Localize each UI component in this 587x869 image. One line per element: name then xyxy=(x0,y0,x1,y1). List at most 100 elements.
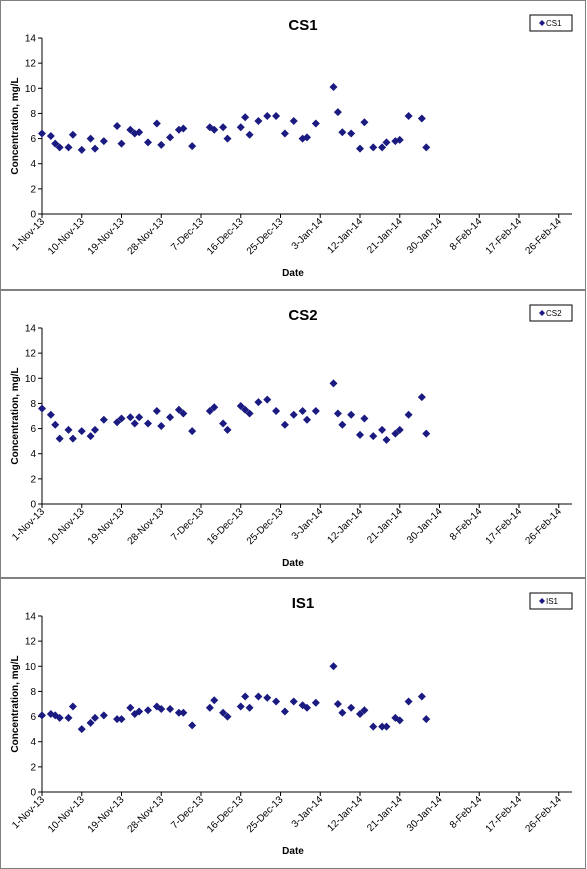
y-axis-label: Concentration, mg/L xyxy=(10,655,21,752)
data-point xyxy=(117,414,126,423)
data-point xyxy=(64,143,73,152)
x-tick-label: 17-Feb-14 xyxy=(484,216,525,257)
data-point xyxy=(126,703,135,712)
y-axis-label: Concentration, mg/L xyxy=(10,367,21,464)
data-point xyxy=(166,133,175,142)
data-point xyxy=(422,715,431,724)
data-point xyxy=(91,144,99,153)
y-tick-label: 6 xyxy=(30,134,36,145)
data-point xyxy=(210,696,219,705)
data-point xyxy=(303,133,311,142)
y-tick-label: 10 xyxy=(25,662,37,673)
data-point xyxy=(55,143,64,152)
data-point xyxy=(174,708,183,717)
x-tick-label: 17-Feb-14 xyxy=(484,794,525,835)
x-tick-label: 26-Feb-14 xyxy=(523,216,564,257)
data-point xyxy=(422,143,431,152)
data-point xyxy=(347,129,356,138)
x-tick-label: 12-Jan-14 xyxy=(326,506,366,546)
data-point xyxy=(113,715,122,724)
data-point xyxy=(205,703,214,712)
data-point xyxy=(254,398,263,407)
x-tick-label: 12-Jan-14 xyxy=(326,794,366,834)
data-point xyxy=(179,124,188,133)
data-point xyxy=(157,705,166,714)
y-axis-label: Concentration, mg/L xyxy=(10,77,21,174)
x-tick-label: 3-Jan-14 xyxy=(290,794,326,830)
data-point xyxy=(395,425,404,434)
data-point xyxy=(417,692,426,701)
chart-panel-cs2: CS2 0 2 4 6 8 10 12 14 1-Nov-13 10-Nov-13 19-Nov-13… xyxy=(0,290,586,578)
data-point xyxy=(369,143,378,152)
y-tick-label: 4 xyxy=(30,159,36,170)
x-tick-label: 30-Jan-14 xyxy=(405,216,445,256)
data-point xyxy=(356,430,364,439)
data-point xyxy=(311,698,320,707)
data-point xyxy=(245,130,254,139)
data-point xyxy=(77,427,86,436)
data-point xyxy=(356,144,364,153)
data-point xyxy=(360,706,369,715)
data-point xyxy=(280,129,289,138)
data-point xyxy=(188,721,197,730)
data-point xyxy=(333,700,342,708)
data-point xyxy=(338,128,347,137)
data-point xyxy=(272,406,281,415)
data-point xyxy=(303,703,311,712)
data-point xyxy=(166,413,175,422)
data-point xyxy=(126,413,135,422)
y-tick-label: 12 xyxy=(25,637,37,648)
x-tick-label: 10-Nov-13 xyxy=(46,216,87,257)
data-point xyxy=(223,134,232,143)
data-point xyxy=(179,708,188,717)
data-point xyxy=(417,393,426,402)
series-points xyxy=(38,379,431,444)
data-point xyxy=(223,425,232,434)
data-point xyxy=(55,434,64,443)
x-tick-label: 3-Jan-14 xyxy=(290,216,326,252)
data-point xyxy=(254,692,263,701)
data-point xyxy=(254,116,263,125)
legend-label: CS2 xyxy=(546,309,562,318)
data-point xyxy=(55,713,64,722)
legend: CS1 xyxy=(529,14,573,32)
x-tick-label: 28-Nov-13 xyxy=(126,794,167,835)
data-point xyxy=(404,697,413,706)
data-point xyxy=(38,711,46,720)
legend-box xyxy=(529,304,573,322)
y-tick-label: 0 xyxy=(30,210,36,221)
data-point xyxy=(68,702,77,711)
x-tick-label: 30-Jan-14 xyxy=(405,506,445,546)
x-tick-label: 25-Dec-13 xyxy=(245,794,286,835)
data-point xyxy=(360,118,369,127)
x-tick-label: 10-Nov-13 xyxy=(46,794,87,835)
x-tick-label: 19-Nov-13 xyxy=(86,506,127,547)
data-point xyxy=(404,410,413,419)
data-point xyxy=(382,722,391,731)
x-tick-label: 28-Nov-13 xyxy=(126,216,167,257)
series-points xyxy=(38,662,431,734)
x-axis-label: Date xyxy=(282,846,304,857)
y-tick-label: 6 xyxy=(30,424,36,435)
x-tick-label: 12-Jan-14 xyxy=(326,216,366,256)
y-tick-label: 2 xyxy=(30,474,36,485)
y-tick-label: 8 xyxy=(30,687,36,698)
data-point xyxy=(223,712,232,721)
x-tick-label: 28-Nov-13 xyxy=(126,506,167,547)
data-point xyxy=(289,697,298,706)
data-point xyxy=(174,405,183,414)
data-point xyxy=(144,419,152,428)
data-point xyxy=(144,706,152,715)
data-point xyxy=(113,122,122,130)
data-point xyxy=(38,129,46,138)
data-point xyxy=(338,708,347,717)
data-point xyxy=(272,697,281,706)
data-point xyxy=(64,713,73,722)
chart-svg: CS2 0 2 4 6 8 10 12 14 1-Nov-1310-Nov-1319-Nov-13… xyxy=(10,304,573,569)
data-point xyxy=(369,432,378,441)
data-point xyxy=(236,401,245,410)
y-tick-label: 12 xyxy=(25,59,37,70)
data-point xyxy=(135,128,144,137)
data-point xyxy=(86,134,95,143)
y-tick-label: 14 xyxy=(25,324,37,335)
